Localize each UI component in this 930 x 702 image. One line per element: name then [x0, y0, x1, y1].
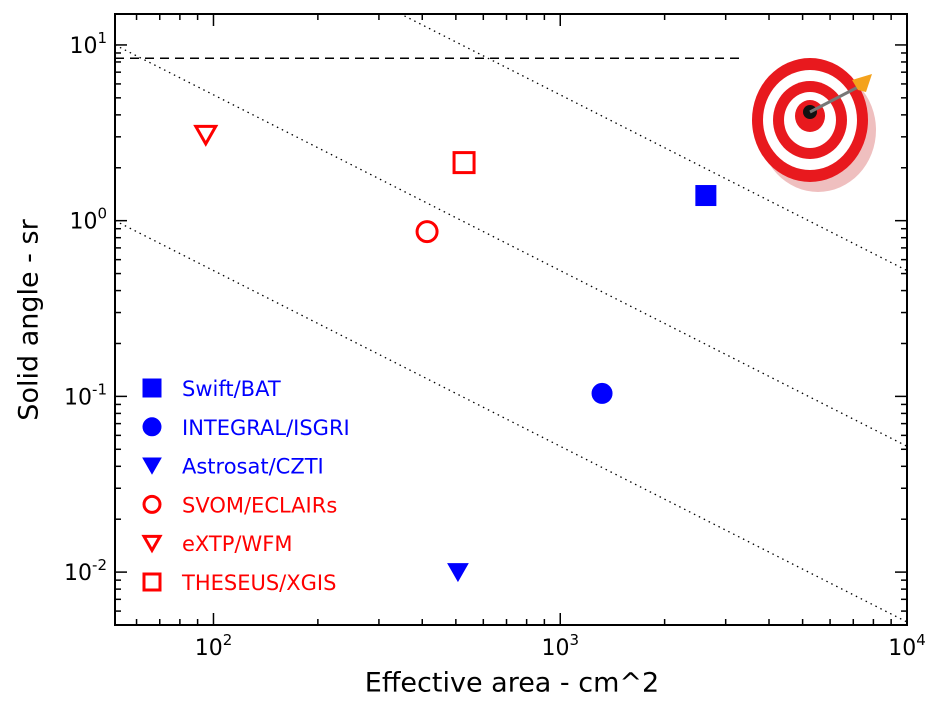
marker: [193, 124, 219, 147]
y-tick-label: 101: [69, 28, 107, 59]
legend-marker: [142, 457, 162, 475]
y-tick-label: 10-1: [64, 380, 107, 411]
legend-label: Astrosat/CZTI: [182, 455, 324, 479]
legend-marker: [141, 534, 163, 554]
marker: [447, 563, 469, 583]
legend-marker: [142, 494, 162, 514]
legend-marker: [142, 417, 162, 437]
legend-label: Swift/BAT: [182, 377, 281, 401]
x-tick-label: 102: [195, 631, 233, 662]
marker: [695, 185, 717, 207]
target-icon: [752, 58, 876, 192]
legend-marker: [142, 572, 162, 592]
marker: [452, 151, 476, 175]
legend-label: eXTP/WFM: [182, 532, 292, 556]
x-axis-label: Effective area - cm^2: [365, 668, 659, 699]
legend-label: INTEGRAL/ISGRI: [182, 416, 350, 440]
marker: [591, 382, 613, 404]
y-tick-label: 10-2: [64, 556, 107, 587]
legend-label: SVOM/ECLAIRs: [182, 493, 337, 517]
x-tick-label: 103: [541, 631, 579, 662]
y-axis-label: Solid angle - sr: [14, 218, 45, 420]
marker: [415, 220, 439, 244]
y-tick-label: 100: [69, 204, 107, 235]
legend-label: THESEUS/XGIS: [181, 571, 336, 595]
plot-frame: [114, 13, 908, 626]
legend-marker: [142, 378, 162, 398]
x-tick-label: 104: [888, 631, 926, 662]
